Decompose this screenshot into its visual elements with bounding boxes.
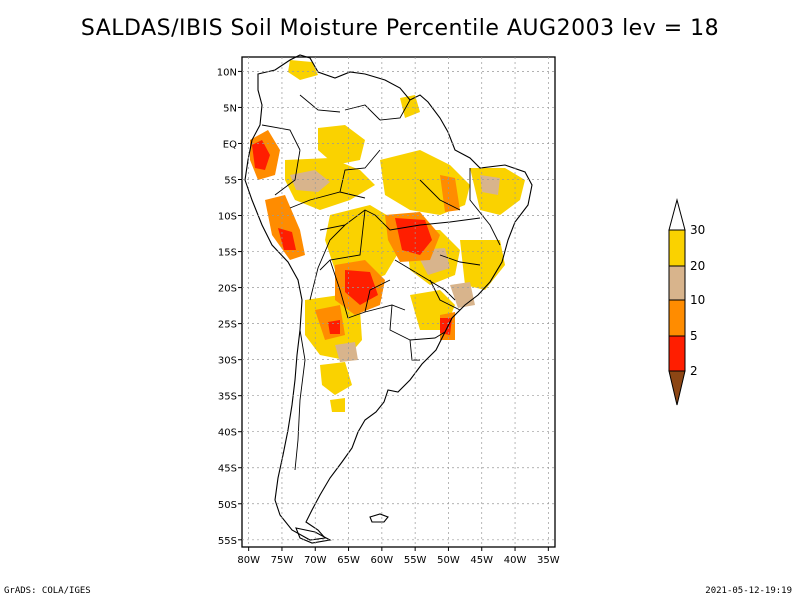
- percentile-region: [460, 240, 505, 290]
- coastline-boundaries: [244, 54, 533, 544]
- percentile-region: [278, 228, 296, 250]
- percentile-region: [335, 342, 358, 362]
- percentile-region: [330, 398, 345, 412]
- lat-tick-label: 50S: [218, 500, 237, 511]
- lat-tick-label: 10S: [218, 212, 237, 223]
- lon-tick-label: 50W: [437, 555, 460, 566]
- graticule: [238, 57, 555, 551]
- lon-tick-label: 45W: [470, 555, 493, 566]
- tierra-del-fuego-outline: [295, 527, 332, 544]
- legend-swatch: [668, 299, 686, 337]
- map-frame: [241, 56, 556, 548]
- percentile-region: [440, 318, 452, 335]
- legend-label: 2: [690, 364, 698, 378]
- legend-swatch-below2: [668, 370, 686, 406]
- lat-tick-label: 30S: [218, 356, 237, 367]
- lat-tick-label: 45S: [218, 464, 237, 475]
- percentile-region: [252, 140, 270, 170]
- map-title: SALDAS/IBIS Soil Moisture Percentile AUG…: [80, 16, 720, 41]
- legend-label: 20: [690, 259, 705, 273]
- lon-tick-label: 65W: [337, 555, 360, 566]
- percentile-shading: [250, 60, 525, 412]
- lat-tick-label: 15S: [218, 248, 237, 259]
- lat-tick-label: 10N: [217, 67, 237, 78]
- lon-tick-label: 80W: [237, 555, 260, 566]
- legend-swatch-above30: [668, 198, 686, 231]
- falklands-outline: [369, 513, 389, 523]
- legend-swatch: [668, 335, 686, 372]
- lon-tick-label: 35W: [537, 555, 560, 566]
- footer-credit: GrADS: COLA/IGES: [4, 586, 91, 596]
- lat-tick-label: 20S: [218, 284, 237, 295]
- color-legend: 30 20 10 5 2: [668, 198, 705, 406]
- lat-tick-label: 25S: [218, 320, 237, 331]
- percentile-region: [320, 362, 352, 395]
- legend-swatch: [668, 229, 686, 267]
- lon-tick-label: 70W: [304, 555, 327, 566]
- lon-tick-label: 60W: [371, 555, 394, 566]
- legend-label: 5: [690, 329, 698, 343]
- legend-label: 30: [690, 223, 705, 237]
- percentile-region: [328, 320, 340, 334]
- percentile-region: [290, 170, 330, 192]
- lon-tick-label: 75W: [271, 555, 294, 566]
- lat-tick-label: 5S: [224, 176, 237, 187]
- percentile-region: [480, 175, 500, 195]
- footer-timestamp: 2021-05-12-19:19: [705, 586, 792, 596]
- axis-tick-labels: 80W 75W 70W 65W 60W 55W 50W 45W 40W 35W 10N 5N EQ 5S 1…: [217, 67, 560, 566]
- border-lines: [261, 94, 501, 471]
- legend-swatch: [668, 265, 686, 301]
- lat-tick-label: 55S: [218, 536, 237, 547]
- percentile-region: [285, 158, 375, 210]
- lon-tick-label: 40W: [504, 555, 527, 566]
- lat-tick-label: EQ: [223, 139, 237, 150]
- lat-tick-label: 5N: [223, 103, 237, 114]
- lat-tick-label: 35S: [218, 392, 237, 403]
- percentile-region: [400, 95, 420, 118]
- percentile-region: [345, 270, 378, 305]
- percentile-region: [265, 195, 305, 260]
- legend-label: 10: [690, 293, 705, 307]
- south-america-outline: [244, 54, 533, 541]
- percentile-region: [318, 125, 365, 165]
- percentile-region: [288, 60, 318, 80]
- lat-tick-label: 40S: [218, 428, 237, 439]
- lon-tick-label: 55W: [404, 555, 427, 566]
